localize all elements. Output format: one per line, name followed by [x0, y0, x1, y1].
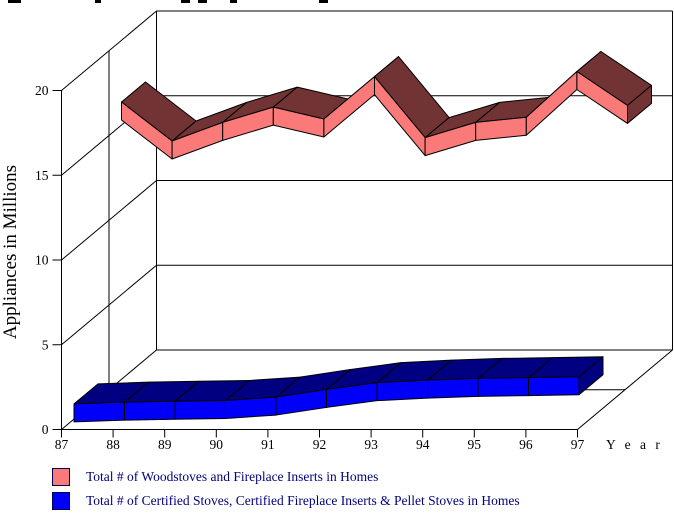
x-tick-label: 94	[416, 437, 430, 452]
y-axis-title: Appliances in Millions	[0, 165, 21, 339]
x-tick-label: 92	[313, 437, 327, 452]
y-tick-label: 15	[35, 168, 49, 183]
cropped-title-fragment	[319, 0, 328, 3]
cropped-title-fragment	[95, 0, 101, 3]
ribbon-front-1	[477, 377, 529, 397]
axis-labels: 0 5 10 15 20 87 88 89 90 91 92 93 94 95 96 97	[35, 83, 585, 452]
legend-swatch-1	[52, 492, 70, 510]
x-tick-label: 88	[106, 437, 120, 452]
y-tick-label: 5	[42, 337, 49, 352]
ribbon-front-1	[225, 396, 277, 419]
ribbon-front-1	[376, 379, 428, 402]
ribbon-front-0	[576, 71, 628, 124]
x-axis-title: Y e a r	[606, 437, 663, 452]
legend-label-0: Total # of Woodstoves and Fireplace Inse…	[86, 469, 379, 484]
y-tick-label: 10	[35, 253, 49, 268]
legend-item-certified: Total # of Certified Stoves, Certified F…	[0, 492, 674, 512]
x-tick-label: 97	[571, 437, 585, 452]
x-tick-label: 93	[364, 437, 378, 452]
ribbons	[73, 51, 652, 423]
3d-ribbon-chart: 0 5 10 15 20 87 88 89 90 91 92 93 94 95 96 97 Appliance…	[0, 10, 673, 452]
x-tick-label: 96	[519, 437, 533, 452]
x-tick-label: 90	[210, 437, 224, 452]
cropped-title-fragment	[181, 0, 190, 3]
ribbon-front-1	[174, 399, 226, 420]
x-tick-label: 91	[261, 437, 275, 452]
floor-right-edge	[577, 349, 673, 430]
y-tick-label: 0	[42, 422, 49, 437]
x-tick-label: 89	[158, 437, 172, 452]
x-tick-label: 87	[55, 437, 69, 452]
ribbon-front-1	[73, 401, 125, 423]
legend-item-woodstoves: Total # of Woodstoves and Fireplace Inse…	[0, 468, 674, 488]
cropped-title-fragment	[230, 0, 237, 3]
axes	[52, 90, 578, 438]
ribbon-front-1	[124, 400, 176, 421]
legend-label-1: Total # of Certified Stoves, Certified F…	[86, 493, 520, 508]
x-tick-label: 95	[468, 437, 482, 452]
legend-swatch-0	[52, 468, 70, 486]
cropped-title-fragment	[198, 0, 207, 3]
ribbon-front-1	[427, 377, 479, 399]
y-tick-label: 20	[35, 83, 49, 98]
cropped-title-fragment	[8, 0, 21, 3]
left-wall-grid	[61, 10, 157, 430]
ribbon-front-1	[528, 376, 580, 397]
